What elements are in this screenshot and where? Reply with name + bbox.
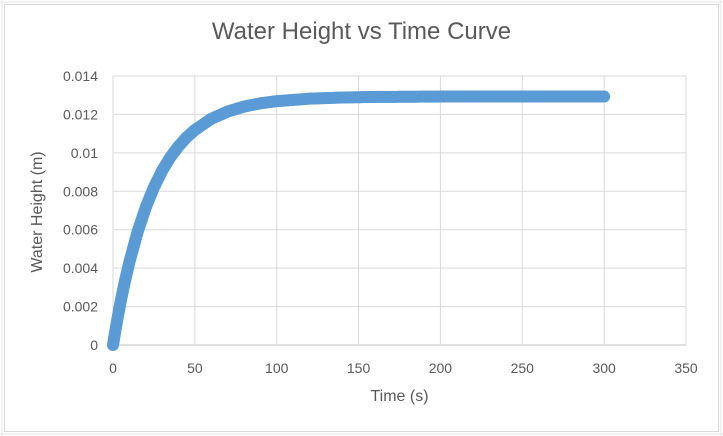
x-axis-title: Time (s) — [370, 388, 429, 405]
data-point — [598, 90, 611, 103]
y-axis-title: Water Height (m) — [29, 151, 46, 273]
y-tick-label: 0.01 — [71, 145, 98, 161]
x-tick-label: 300 — [592, 360, 616, 376]
y-tick-label: 0.014 — [63, 68, 98, 84]
y-tick-label: 0.008 — [63, 183, 98, 199]
chart-title: Water Height vs Time Curve — [211, 18, 512, 45]
x-tick-label: 250 — [511, 360, 535, 376]
x-tick-label: 0 — [109, 360, 117, 376]
chart-area[interactable] — [4, 4, 719, 432]
x-tick-label: 200 — [429, 360, 453, 376]
x-tick-label: 150 — [347, 360, 371, 376]
y-tick-label: 0.012 — [63, 106, 98, 122]
x-tick-label: 100 — [265, 360, 289, 376]
x-tick-label: 350 — [674, 360, 698, 376]
y-tick-label: 0.004 — [63, 260, 98, 276]
y-tick-label: 0 — [90, 337, 98, 353]
y-tick-label: 0.006 — [63, 222, 98, 238]
y-tick-label: 0.002 — [63, 299, 98, 315]
x-tick-label: 50 — [187, 360, 203, 376]
